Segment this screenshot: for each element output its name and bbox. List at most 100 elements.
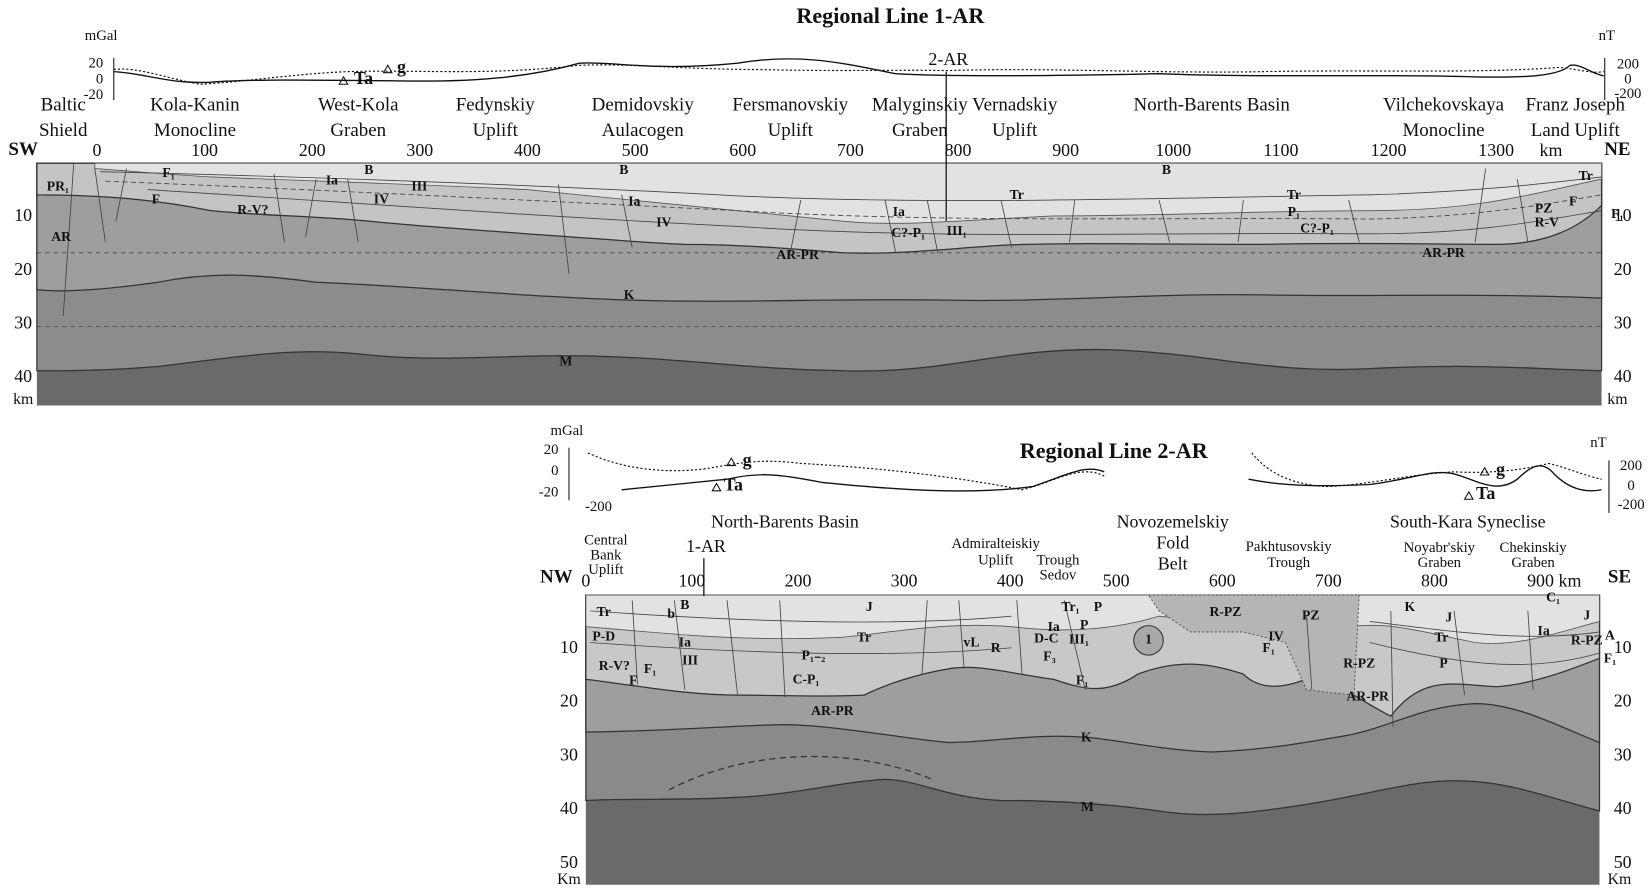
depth-tick-label: 40 <box>560 798 578 818</box>
unit-label: P <box>1080 617 1088 632</box>
distance-tick-label: 100 <box>191 140 218 160</box>
depth-tick-label: 20 <box>14 259 32 279</box>
unit-label: F₁ <box>644 661 656 676</box>
unit-label: Tr₁ <box>1061 599 1079 614</box>
unit-label: P <box>1439 656 1447 671</box>
distance-tick-label: 100 <box>678 571 705 591</box>
distance-tick-label: 800 <box>945 140 972 160</box>
unit-label: K <box>1404 599 1415 614</box>
anomaly-label: g <box>743 449 752 469</box>
magnetic-tick-label: 200 <box>1617 57 1639 73</box>
unit-label: B <box>619 162 628 177</box>
depth-tick-label: 20 <box>560 691 578 711</box>
region-label: Uplift <box>473 120 519 141</box>
depth-tick-label: 10 <box>14 205 32 225</box>
magnetic-profile <box>1249 466 1602 491</box>
region-label: Baltic <box>41 95 86 116</box>
unit-label: M <box>1081 799 1094 814</box>
region-label: Pakhtusovskiy <box>1246 539 1333 555</box>
unit-label: Ia <box>326 172 338 187</box>
unit-label: Tr <box>1287 187 1301 202</box>
unit-label: F₁ <box>1611 206 1623 221</box>
depth-unit: km <box>1607 391 1628 408</box>
magnetic-tick-label: 0 <box>1627 478 1634 494</box>
depth-tick-label: 50 <box>560 852 578 872</box>
distance-tick-label: 600 <box>1209 571 1236 591</box>
unit-label: P₁ <box>1288 204 1300 219</box>
unit-label: C₁ <box>1546 589 1560 604</box>
region-label: Central <box>584 533 627 549</box>
region-label: Land Uplift <box>1531 120 1621 141</box>
region-label: Trough <box>1036 553 1079 569</box>
unit-label: b <box>667 606 675 621</box>
gravity-unit: mGal <box>85 28 118 44</box>
unit-label: PZ <box>1302 607 1320 622</box>
unit-label: K <box>624 287 635 302</box>
region-label: Kola-Kanin <box>150 95 240 116</box>
depth-unit: Km <box>1608 871 1632 888</box>
anomaly-label: Ta <box>1476 483 1495 503</box>
unit-label: R <box>991 640 1001 655</box>
unit-label: F₁ <box>1262 640 1274 655</box>
unit-label: Tr <box>1579 168 1593 183</box>
direction-label: SW <box>8 139 38 160</box>
distance-tick-label: 300 <box>891 571 918 591</box>
distance-tick-label: 700 <box>837 140 864 160</box>
region-label: North-Barents Basin <box>711 512 859 532</box>
gravity-tick-label: 0 <box>551 463 558 479</box>
unit-label: III <box>411 179 427 194</box>
unit-label: F <box>1569 193 1577 208</box>
depth-tick-label: 30 <box>1614 313 1632 333</box>
unit-label: C?-P₁ <box>891 225 925 240</box>
depth-tick-label: 10 <box>1614 637 1632 657</box>
region-label: Novozemelskiy <box>1117 512 1229 532</box>
unit-label: PR₁ <box>47 179 69 194</box>
region-label: Graben <box>1511 555 1555 571</box>
region-label: Trough <box>1267 555 1310 571</box>
unit-label: AR <box>51 229 71 244</box>
depth-unit: Km <box>557 871 581 888</box>
unit-label: R-PZ <box>1209 604 1241 619</box>
unit-label: J <box>1445 609 1452 624</box>
unit-label: F <box>152 191 160 206</box>
unit-label: R-V? <box>237 202 268 217</box>
distance-tick-label: 800 <box>1421 571 1448 591</box>
gravity-tick-label: 0 <box>96 71 103 87</box>
distance-tick-label: 1200 <box>1371 140 1407 160</box>
distance-unit: km <box>1559 571 1582 591</box>
unit-label: A <box>1605 627 1615 642</box>
unit-label: Ia <box>679 635 691 650</box>
gravity-tick-label: 20 <box>89 56 104 72</box>
unit-label: Ia <box>893 204 905 219</box>
anomaly-marker <box>1465 492 1473 499</box>
magnetic-tick-label: -200 <box>585 499 612 515</box>
depth-tick-label: 40 <box>1614 798 1632 818</box>
unit-label: R-PZ <box>1343 656 1375 671</box>
region-label: West-Kola <box>318 95 399 116</box>
anomaly-label: g <box>1496 459 1505 479</box>
anomaly-label: Ta <box>724 475 743 495</box>
distance-tick-label: 1300 <box>1478 140 1514 160</box>
unit-label: Ia <box>1538 623 1550 638</box>
depth-tick-label: 20 <box>1614 691 1632 711</box>
distance-tick-label: 200 <box>299 140 326 160</box>
region-label: Vernadskiy <box>972 95 1058 116</box>
unit-label: Ia <box>628 193 640 208</box>
region-label: Graben <box>892 120 948 141</box>
unit-label: Tr <box>1434 629 1448 644</box>
region-label: Graben <box>330 120 386 141</box>
unit-label: 1 <box>1145 632 1152 647</box>
depth-tick-label: 40 <box>14 366 32 386</box>
region-label: Monocline <box>1402 120 1484 141</box>
depth-tick-label: 10 <box>560 637 578 657</box>
unit-label: D-C <box>1034 630 1058 645</box>
unit-label: B <box>364 162 373 177</box>
page: { "line1": { "title": "Regional Line 1-A… <box>0 0 1649 890</box>
region-label: Uplift <box>992 120 1038 141</box>
unit-label: C-P₁ <box>793 672 820 687</box>
unit-label: Tr <box>1010 187 1024 202</box>
region-label: Fedynskiy <box>456 95 536 116</box>
direction-label: NW <box>540 567 573 588</box>
region-label: South-Kara Syneclise <box>1390 512 1546 532</box>
unit-label: Tr <box>857 629 871 644</box>
